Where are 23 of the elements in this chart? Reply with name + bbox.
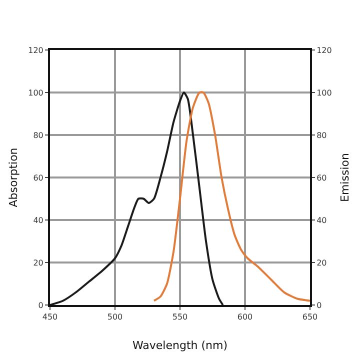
y2-tick-label: 100 [316, 88, 332, 98]
y-tick-label: 80 [33, 130, 44, 140]
y2-tick-label: 80 [316, 130, 327, 140]
y-tick-label: 0 [38, 300, 44, 310]
y-tick-label: 60 [33, 173, 44, 182]
y-tick-label: 40 [33, 216, 44, 225]
y2-tick-label: 60 [316, 173, 327, 182]
y-tick-label: 120 [28, 46, 44, 55]
y-axis-title: Absorption [7, 148, 20, 208]
y2-tick-label: 0 [316, 300, 322, 310]
x-tick-label: 650 [302, 312, 318, 322]
y2-axis-title: Emission [338, 153, 352, 202]
y2-tick-label: 40 [316, 216, 327, 225]
x-tick-label: 600 [237, 312, 253, 322]
y-tick-label: 20 [33, 258, 44, 268]
x-axis-title: Wavelength (nm) [132, 339, 228, 352]
line-series [153, 91, 310, 302]
y2-tick-label: 120 [316, 46, 332, 55]
x-tick-label: 550 [172, 312, 188, 322]
x-tick-label: 500 [107, 312, 123, 322]
y-tick-label: 100 [28, 88, 44, 98]
x-tick-label: 450 [42, 312, 58, 322]
y2-tick-label: 20 [316, 258, 327, 268]
